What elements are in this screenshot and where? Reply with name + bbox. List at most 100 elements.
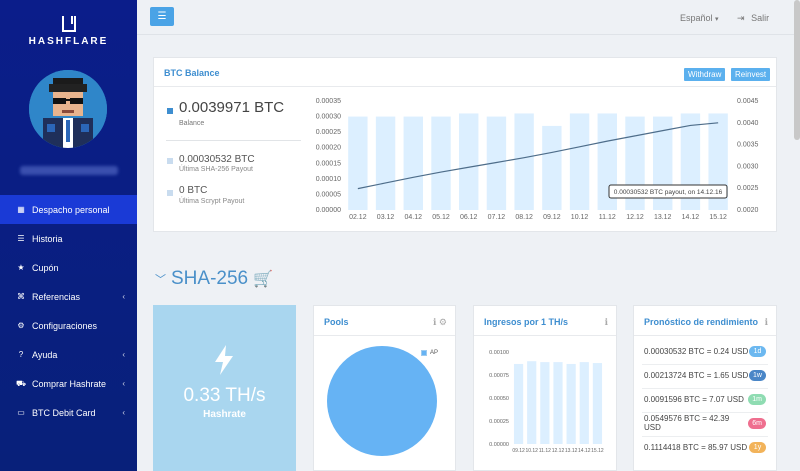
info-icon[interactable]: ℹ [764,317,768,327]
section-heading[interactable]: ﹀ SHA-256 🛒 [155,268,273,290]
sidebar-item-referencias[interactable]: ⌘ Referencias ‹ [0,282,137,311]
sidebar-item-despacho-personal[interactable]: ▦ Despacho personal [0,195,137,224]
card-title: Ingresos por 1 TH/s [484,317,569,327]
x-tick-label: 10.12 [525,448,538,454]
y-tick-label: 0.00000 [489,442,509,448]
balance-bar [542,125,562,210]
x-tick-label: 11.12 [599,214,616,221]
topbar-divider [137,34,800,35]
legend-label: AP [430,350,439,356]
scrypt-payout-value: 0 BTC [179,185,208,196]
sidebar-item-comprar-hashrate[interactable]: ⛟ Comprar Hashrate ‹ [0,369,137,398]
card-divider [634,335,776,336]
forecast-text: 0.0091596 BTC = 7.07 USD [644,394,744,404]
card-actions: ℹ [765,317,768,328]
sidebar-item-label: Historia [32,233,63,244]
balance-label: Balance [179,120,205,127]
sha-payout-label: Última SHA-256 Payout [179,166,253,173]
x-tick-label: 11.12 [539,448,551,454]
row-divider [642,436,768,437]
avatar[interactable] [29,70,107,148]
balance-bar [459,113,479,210]
logout-link[interactable]: ⇥ Salir [737,13,769,24]
y-tick-label-right: 0.0040 [737,120,759,127]
row-divider [642,412,768,413]
menu-toggle-button[interactable]: ☰ [150,7,174,26]
y-tick-label-left: 0.00025 [316,129,341,136]
balance-value: 0.0039971 BTC [179,99,285,116]
scrypt-payout-label: Última Scrypt Payout [179,198,245,205]
hashrate-label: Hashrate [203,409,246,420]
gears-icon: ⚙ [17,321,25,330]
income-bar [553,362,563,444]
chart-tooltip-box [608,184,728,199]
card-title: Pools [324,317,349,327]
language-label: Español [680,13,713,23]
card-divider [474,335,616,336]
y-tick-label-left: 0.00005 [316,191,341,198]
y-tick-label-right: 0.0030 [737,163,759,170]
sidebar-item-ayuda[interactable]: ? Ayuda ‹ [0,340,137,369]
forecast-row: 0.0549576 BTC = 42.39 USD 6m [644,414,766,432]
logout-label: Salir [751,13,770,23]
forecast-card: Pronóstico de rendimiento ℹ 0.00030532 B… [633,305,777,471]
sidebar-item-btc-debit-card[interactable]: ▭ BTC Debit Card ‹ [0,398,137,427]
y-tick-label-left: 0.00010 [316,176,341,183]
card-actions: ℹ [605,317,608,328]
forecast-row: 0.00213724 BTC = 1.65 USD 1w [644,367,766,383]
balance-chart: 0.00035 0.00030 0.00025 0.00020 0.00015 0.000… [316,98,759,221]
chevron-left-icon: ‹ [122,292,125,301]
balance-divider [166,140,301,141]
y-tick-label-left: 0.00030 [316,114,341,121]
language-dropdown[interactable]: Español ▾ [680,13,719,23]
balance-line [357,122,719,190]
balance-bar [514,113,534,210]
logo[interactable]: HASHFLARE [0,16,137,47]
x-tick-label: 04.12 [405,214,423,221]
info-icon[interactable]: ℹ [432,317,437,327]
card-divider [314,335,455,336]
balance-bar [348,116,368,210]
card-actions: ℹ ⚙ [433,317,447,328]
x-tick-label: 12.12 [626,214,644,221]
reinvest-button[interactable]: Reinvest [731,68,771,81]
gear-icon[interactable]: ⚙ [438,317,447,327]
y-tick-label-right: 0.0020 [737,207,759,214]
logo-mark-icon [61,16,76,32]
sidebar-item-label: Configuraciones [32,320,98,331]
info-icon[interactable]: ℹ [604,317,608,327]
income-bar [540,362,550,444]
y-tick-label: 0.00025 [489,419,509,425]
y-tick-label-right: 0.0045 [737,98,759,105]
sidebar-item-cupon[interactable]: ★ Cupón [0,253,137,282]
forecast-badge: 1y [749,441,766,453]
x-tick-label: 14.12 [578,448,591,454]
sidebar-item-configuraciones[interactable]: ⚙ Configuraciones [0,311,137,340]
panel-divider [154,86,776,87]
pools-pie-slice[interactable] [327,346,437,456]
user-name-redacted [20,166,118,175]
x-tick-label: 05.12 [432,214,450,221]
chevron-left-icon: ‹ [122,379,125,388]
y-tick-label: 0.00075 [489,373,509,379]
withdraw-button[interactable]: Withdraw [684,68,726,81]
x-tick-label: 03.12 [377,214,395,221]
sign-out-icon: ⇥ [737,13,745,23]
y-tick-label-right: 0.0025 [737,185,759,192]
x-tick-label: 13.12 [654,214,672,221]
forecast-text: 0.00213724 BTC = 1.65 USD [644,370,749,380]
income-bar [527,361,537,444]
x-tick-label: 10.12 [571,214,589,221]
sidebar-item-historia[interactable]: ☰ Historia [0,224,137,253]
x-tick-label: 06.12 [460,214,478,221]
sha-legend-dot [167,158,173,164]
page-scrollbar[interactable] [794,0,800,140]
y-tick-label-left: 0.00015 [316,160,341,167]
sidebar-nav: ▦ Despacho personal ☰ Historia ★ Cupón ⌘… [0,195,137,427]
balance-bar [486,116,507,210]
y-tick-label: 0.00100 [489,350,509,356]
panel-title: BTC Balance [164,68,220,78]
hamburger-icon: ☰ [157,11,167,22]
forecast-row: 0.00030532 BTC = 0.24 USD 1d [644,343,766,359]
section-title: SHA-256 [171,268,249,289]
